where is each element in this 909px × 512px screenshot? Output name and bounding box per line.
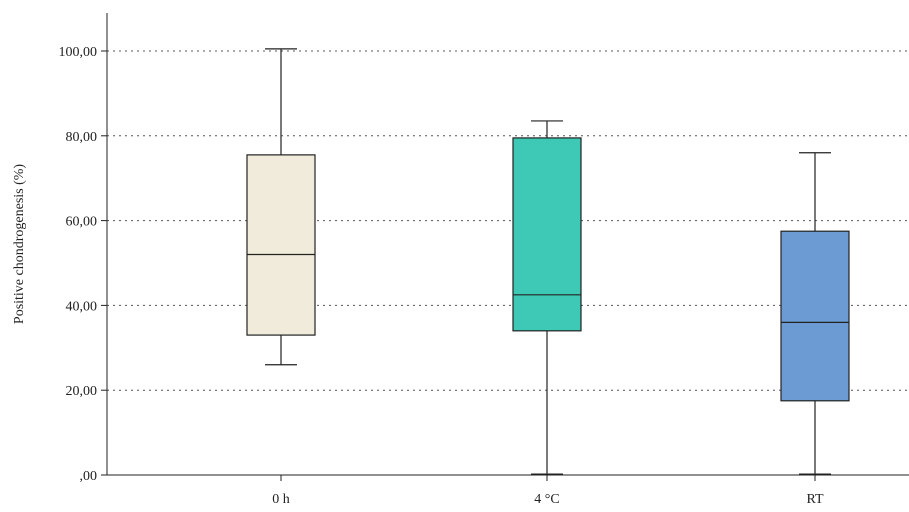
- x-tick-label: 4 °C: [534, 492, 559, 507]
- box-group: [780, 152, 850, 475]
- box-group: [512, 120, 582, 475]
- y-tick-label: 80,00: [66, 130, 98, 145]
- iqr-box: [780, 230, 850, 402]
- x-tick-label: RT: [806, 492, 823, 507]
- y-tick-label: 100,00: [59, 45, 98, 60]
- box-group: [246, 48, 316, 366]
- y-axis-ticks: ,00 20,00 40,00 60,00 80,00 100,00: [59, 45, 107, 484]
- x-tick-label: 0 h: [272, 492, 290, 507]
- y-tick-label: 60,00: [66, 215, 98, 230]
- y-tick-label: 20,00: [66, 384, 98, 399]
- boxes: [246, 48, 850, 475]
- x-axis-ticks: 0 h 4 °C RT: [272, 475, 824, 507]
- axes: [106, 13, 909, 476]
- y-tick-label: 40,00: [66, 299, 98, 314]
- y-axis-title: Positive chondrogenesis (%): [12, 164, 27, 325]
- iqr-box: [512, 137, 582, 332]
- iqr-box: [246, 154, 316, 336]
- grid-lines: [107, 50, 909, 391]
- y-tick-label: ,00: [80, 469, 98, 484]
